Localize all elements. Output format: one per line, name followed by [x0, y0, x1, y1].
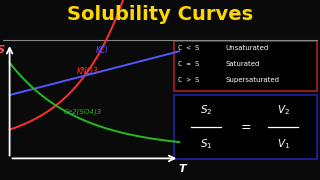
Text: $V_2$: $V_2$: [277, 104, 290, 118]
Text: $V_1$: $V_1$: [277, 137, 290, 151]
Text: Solubility Curves: Solubility Curves: [67, 5, 253, 24]
Text: KNO3: KNO3: [77, 68, 99, 76]
Text: C > S: C > S: [178, 77, 199, 83]
Text: Ce2(SO4)3: Ce2(SO4)3: [64, 108, 102, 115]
Text: T: T: [179, 164, 186, 174]
Bar: [174, 41, 317, 91]
Text: C < S: C < S: [178, 45, 199, 51]
Text: $S_1$: $S_1$: [200, 137, 213, 151]
Bar: [174, 95, 317, 159]
Text: =: =: [240, 121, 251, 134]
Text: $S_2$: $S_2$: [200, 104, 212, 118]
Text: Unsaturated: Unsaturated: [226, 45, 269, 51]
Text: Supersaturated: Supersaturated: [226, 77, 280, 83]
Text: C = S: C = S: [178, 61, 199, 67]
Text: KCl: KCl: [96, 46, 108, 55]
Text: S: S: [0, 45, 5, 55]
Text: Saturated: Saturated: [226, 61, 260, 67]
